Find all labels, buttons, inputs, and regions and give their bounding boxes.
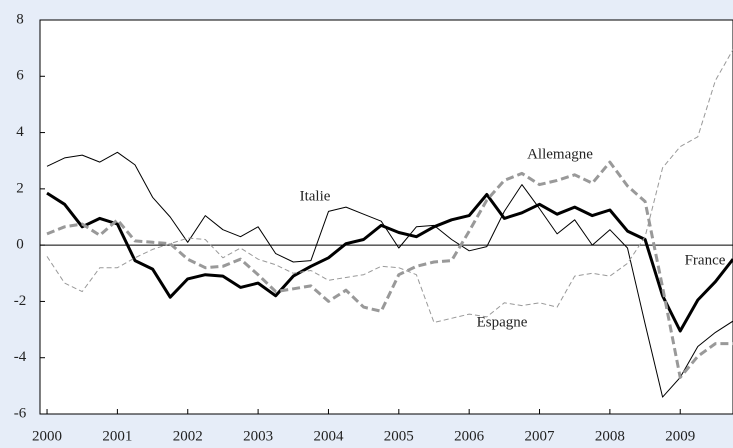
x-tick-label: 2004 <box>313 428 344 444</box>
x-tick-label: 2002 <box>173 428 203 444</box>
series-label: Allemagne <box>527 146 593 162</box>
x-tick-label: 2003 <box>243 428 273 444</box>
series-label: Espagne <box>477 314 528 330</box>
x-tick-label: 2001 <box>102 428 132 444</box>
series-label: France <box>685 252 726 268</box>
x-tick-label: 2008 <box>595 428 625 444</box>
y-tick-label: 8 <box>16 11 24 27</box>
series-line <box>46 151 733 398</box>
y-tick-label: 6 <box>16 68 24 84</box>
series-line <box>46 191 733 333</box>
y-tick-label: 0 <box>16 237 24 253</box>
y-tick-label: 2 <box>16 180 24 196</box>
x-tick-label: 2006 <box>454 428 485 444</box>
x-tick-label: 2005 <box>384 428 414 444</box>
y-tick-label: -4 <box>14 349 27 365</box>
series-label: Italie <box>300 188 331 204</box>
plot-area <box>39 19 733 415</box>
series-line <box>46 160 733 379</box>
series-line <box>46 49 733 323</box>
x-tick-label: 2000 <box>32 428 62 444</box>
y-tick-label: -2 <box>14 293 27 309</box>
y-tick-label: 4 <box>16 124 24 140</box>
x-tick-label: 2007 <box>525 428 556 444</box>
x-tick-label: 2009 <box>665 428 695 444</box>
y-tick-label: -6 <box>14 405 27 421</box>
